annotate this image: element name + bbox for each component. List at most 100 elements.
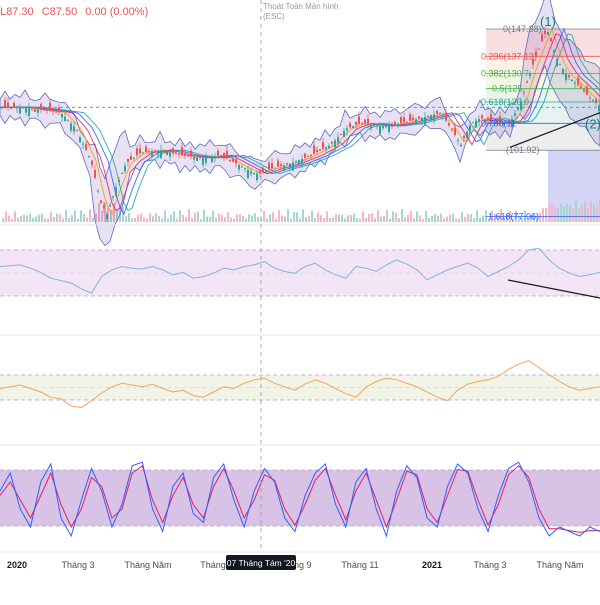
ohlc-readout: L87.30 C87.50 0.00 (0.00%) xyxy=(0,6,153,18)
volume-bar xyxy=(335,214,337,222)
candle-body xyxy=(250,171,252,174)
candle-body xyxy=(532,58,534,65)
volume-bar xyxy=(68,217,70,222)
candle-body xyxy=(289,163,291,168)
volume-bar xyxy=(134,217,136,222)
candle-body xyxy=(526,81,528,83)
candle-body xyxy=(370,124,372,129)
candle-body xyxy=(439,112,441,114)
candle-body xyxy=(358,116,360,125)
candle-body xyxy=(268,162,270,170)
time-axis-tick-label: Tháng 3 xyxy=(473,560,506,570)
volume-bar xyxy=(128,212,130,222)
candle-body xyxy=(10,107,12,109)
volume-bar xyxy=(494,213,496,222)
candle-body xyxy=(1,107,3,109)
volume-bar xyxy=(215,217,217,222)
volume-bar xyxy=(83,213,85,222)
volume-bar xyxy=(551,203,553,222)
candle-body xyxy=(100,200,102,204)
candle-body xyxy=(136,148,138,156)
volume-bar xyxy=(101,210,103,222)
exit-fullscreen-hint[interactable]: Thoát Toàn Màn hình (ESC) xyxy=(263,2,338,22)
candle-body xyxy=(199,156,201,158)
volume-bar xyxy=(428,217,430,222)
volume-bar xyxy=(389,218,391,222)
volume-bar xyxy=(404,217,406,222)
candle-body xyxy=(187,155,189,157)
candle-body xyxy=(274,167,276,169)
candle-body xyxy=(193,157,195,160)
volume-bar xyxy=(299,218,301,222)
candle-body xyxy=(271,163,273,169)
candle-body xyxy=(64,116,66,122)
volume-bar xyxy=(65,210,67,222)
candle-body xyxy=(115,187,117,196)
fib-zone-3 xyxy=(486,88,600,102)
candle-body xyxy=(517,107,519,110)
volume-bar xyxy=(80,210,82,222)
candle-body xyxy=(118,180,120,183)
candle-body xyxy=(157,150,159,155)
time-axis-tick-label: Tháng Năm xyxy=(124,560,171,570)
volume-bar xyxy=(62,218,64,222)
candle-body xyxy=(547,32,549,35)
volume-bar xyxy=(461,212,463,222)
time-axis-tick-label: Tháng 3 xyxy=(61,560,94,570)
volume-bar xyxy=(470,214,472,222)
candle-body xyxy=(505,120,507,122)
volume-bar xyxy=(380,216,382,222)
candle-body xyxy=(418,116,420,119)
candle-body xyxy=(403,117,405,123)
candle-body xyxy=(103,205,105,209)
candle-body xyxy=(304,153,306,158)
volume-bar xyxy=(566,203,568,222)
candle-body xyxy=(262,168,264,172)
volume-bar xyxy=(419,215,421,222)
candle-body xyxy=(148,150,150,152)
volume-bar xyxy=(5,211,7,222)
volume-bar xyxy=(191,218,193,222)
candle-body xyxy=(91,160,93,165)
volume-bar xyxy=(374,218,376,222)
candle-body xyxy=(169,152,171,157)
fib-level-label: (101.92) xyxy=(506,145,540,155)
candle-body xyxy=(202,157,204,165)
volume-bar xyxy=(560,203,562,222)
fib-level-label: 0.618(120.0 xyxy=(481,97,529,107)
candle-body xyxy=(553,50,555,53)
candle-body xyxy=(163,150,165,152)
candle-body xyxy=(424,116,426,125)
candle-body xyxy=(307,156,309,158)
volume-bar xyxy=(164,210,166,222)
candle-body xyxy=(493,122,495,124)
volume-bar xyxy=(497,217,499,222)
volume-bar xyxy=(17,217,19,222)
volume-bar xyxy=(431,216,433,222)
volume-bar xyxy=(503,217,505,222)
ohlc-low: L87.30 xyxy=(0,6,34,18)
volume-bar xyxy=(290,218,292,222)
volume-bar xyxy=(137,214,139,222)
volume-bar xyxy=(35,216,37,222)
candle-body xyxy=(25,108,27,113)
candle-body xyxy=(337,137,339,143)
volume-bar xyxy=(593,204,595,222)
volume-bar xyxy=(200,218,202,222)
candle-body xyxy=(154,150,156,152)
volume-bar xyxy=(476,210,478,222)
candle-body xyxy=(451,128,453,131)
volume-bar xyxy=(38,214,40,222)
candle-body xyxy=(130,155,132,160)
volume-bar xyxy=(545,207,547,222)
candle-body xyxy=(88,156,90,158)
candle-body xyxy=(208,156,210,158)
candle-body xyxy=(385,125,387,128)
candle-body xyxy=(94,170,96,178)
volume-bar xyxy=(398,218,400,222)
fib-level-label: 0.382(130.7 xyxy=(481,68,529,78)
candle-body xyxy=(355,121,357,126)
volume-bar xyxy=(578,208,580,222)
candle-body xyxy=(529,73,531,77)
